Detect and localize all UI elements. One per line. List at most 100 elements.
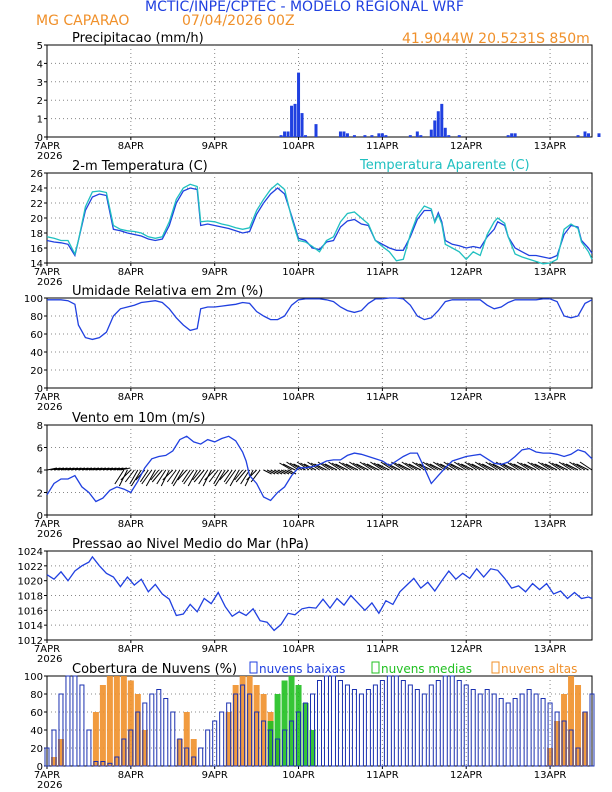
cloud-bar-low	[51, 729, 57, 767]
precip-bar	[283, 131, 287, 137]
y-tick-label: 2	[37, 96, 43, 107]
y-tick-label: 1024	[18, 547, 43, 558]
y-tick-label: 8	[37, 421, 43, 432]
precip-bar	[338, 131, 342, 137]
wind-arrow	[296, 461, 310, 471]
x-tick-label: 11APR	[366, 141, 399, 152]
coordinates-label: 41.9044W 20.5231S 850m	[402, 31, 590, 47]
wind-arrow	[443, 461, 457, 471]
cloud-bar-low	[372, 684, 378, 767]
cloud-bar-high	[568, 676, 575, 766]
precip-bar	[286, 131, 290, 137]
precip-bar	[436, 111, 440, 137]
cloud-bar-low	[435, 680, 441, 767]
precip-bar	[342, 131, 346, 137]
x-tick-label: 10APR	[282, 267, 315, 278]
cloud-bar-low	[561, 720, 567, 767]
legend-label: nuvens altas	[501, 662, 577, 676]
cloud-bar-high	[561, 694, 568, 766]
wind-arrow	[415, 462, 429, 471]
wind-arrow	[280, 469, 290, 475]
cloud-bar-low	[226, 702, 232, 767]
wind-arrow	[81, 467, 93, 471]
x-tick-label: 11APR	[366, 267, 399, 278]
y-tick-label: 20	[30, 366, 43, 377]
wind-arrow	[172, 469, 184, 487]
cloud-bar-low	[456, 680, 462, 767]
x-tick-label: 12APR	[450, 770, 483, 781]
wind-arrow	[235, 469, 247, 483]
cloud-bar-low	[589, 693, 595, 767]
wind-arrow	[467, 462, 481, 471]
cloud-bar-low	[100, 761, 106, 767]
wind-arrow	[53, 467, 65, 471]
y-tick-label: 26	[30, 169, 43, 180]
cloud-bar-low	[289, 720, 295, 767]
wind-arrow	[555, 463, 568, 471]
x-tick-label: 11APR	[366, 644, 399, 655]
wind-arrow	[398, 463, 411, 471]
panel-title: Vento em 10m (m/s)	[72, 411, 205, 426]
cloud-bar-low	[212, 720, 218, 767]
x-tick-label: 8APR	[118, 267, 144, 278]
wind-arrow	[345, 463, 359, 471]
x-tick-label: 11APR	[366, 770, 399, 781]
cloud-bar-high	[554, 721, 561, 766]
wind-arrow	[156, 469, 167, 485]
x-tick-label: 10APR	[282, 519, 315, 530]
y-tick-label: 1	[37, 115, 43, 126]
wind-arrow	[544, 463, 558, 471]
wind-arrow	[310, 462, 324, 471]
cloud-bar-low	[149, 693, 155, 767]
precip-bar	[314, 124, 318, 137]
cloud-bar-high	[253, 685, 260, 766]
y-tick-label: 14	[30, 259, 43, 270]
wind-arrow	[460, 463, 474, 471]
wind-arrow	[289, 462, 303, 471]
cloud-bar-high	[547, 748, 554, 766]
wind-arrow	[457, 462, 470, 471]
cloud-bar-low	[317, 680, 322, 767]
wind-arrow	[151, 469, 163, 483]
precip-bar	[433, 120, 437, 137]
wind-arrow	[74, 467, 86, 471]
y-tick-label: 0	[37, 511, 43, 522]
wind-arrow	[429, 463, 442, 471]
wind-arrow	[106, 467, 117, 471]
cloud-bar-low	[219, 711, 225, 767]
wind-arrow	[113, 467, 124, 471]
legend-swatch	[491, 661, 500, 674]
cloud-bar-low	[554, 711, 560, 767]
precip-bar	[506, 135, 510, 137]
location-label: MG CAPARAO	[36, 13, 130, 29]
wind-arrow	[124, 469, 135, 483]
cloud-bar-low	[575, 747, 581, 767]
cloud-bar-high	[57, 739, 64, 766]
legend-swatch	[249, 661, 258, 674]
cloud-bar-low	[449, 675, 455, 767]
precip-bar	[443, 127, 447, 137]
cloud-bar-low	[547, 702, 553, 767]
wind-arrow	[88, 467, 100, 471]
wind-arrow	[558, 461, 572, 471]
wind-arrow	[266, 469, 276, 475]
x-tick-label: 9APR	[202, 519, 228, 530]
wind-arrow	[246, 469, 257, 481]
year-label: 2026	[37, 277, 62, 288]
wind-arrow	[192, 469, 202, 481]
wind-arrow	[401, 461, 415, 471]
cloud-bar-low	[337, 680, 343, 767]
cloud-bar-low	[142, 702, 148, 767]
cloud-bar-high	[134, 694, 141, 766]
wind-arrow	[481, 463, 495, 471]
wind-arrow	[270, 469, 279, 475]
wind-arrow	[335, 463, 348, 471]
cloud-bar-low	[128, 729, 134, 767]
cloud-bar-low	[351, 689, 357, 767]
wind-arrow	[120, 467, 131, 471]
x-tick-label: 7APR	[34, 644, 60, 655]
wind-arrow	[324, 463, 338, 471]
panel-frame	[46, 44, 593, 138]
cloud-bar-low	[121, 738, 127, 767]
